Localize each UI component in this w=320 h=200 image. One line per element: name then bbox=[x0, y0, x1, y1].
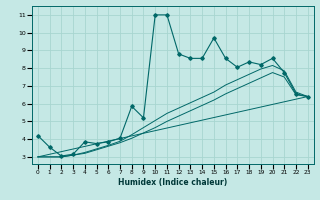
X-axis label: Humidex (Indice chaleur): Humidex (Indice chaleur) bbox=[118, 178, 228, 187]
